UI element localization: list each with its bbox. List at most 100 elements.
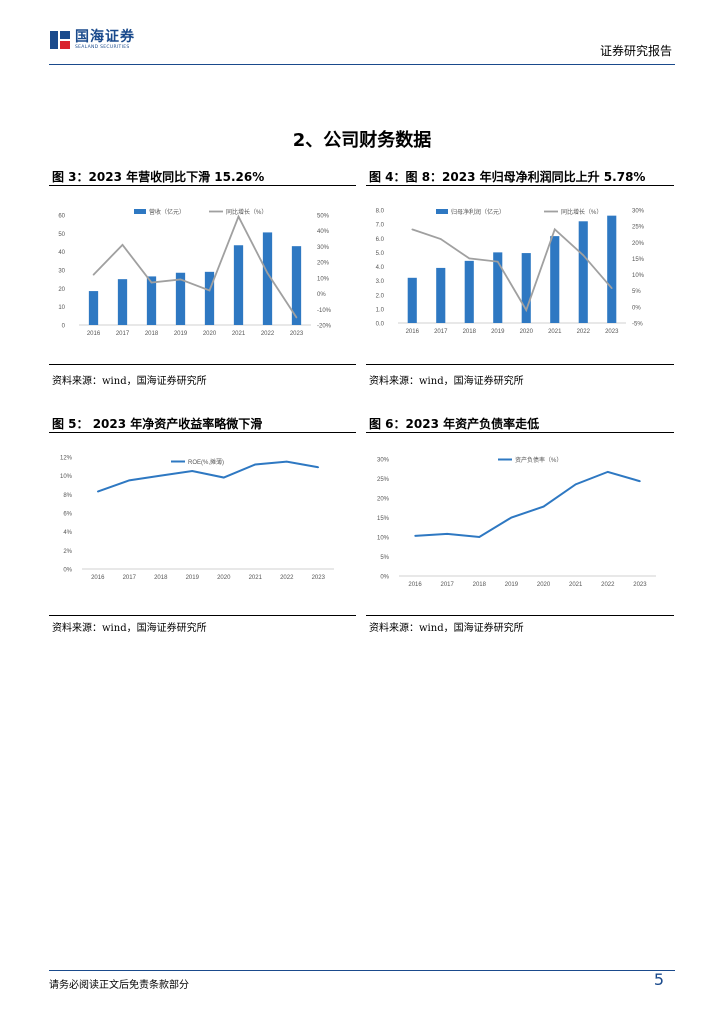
figure-5-caption: 图 5： 2023 年净资产收益率略微下滑 <box>52 417 263 431</box>
y-tick-label: 25% <box>377 477 390 483</box>
bar-2021 <box>550 236 560 323</box>
series-point-2022 <box>285 460 288 463</box>
bar-2020 <box>204 271 215 325</box>
y-tick-label: 0% <box>380 575 389 581</box>
bar-2020 <box>521 253 531 323</box>
x-tick-label: 2016 <box>406 329 420 335</box>
x-tick-label: 2019 <box>174 331 188 337</box>
y-right-tick-label: 30% <box>317 245 330 251</box>
series-point-2023 <box>317 466 320 469</box>
series-line <box>415 470 641 539</box>
header-divider <box>49 64 675 65</box>
y-right-tick-label: 5% <box>632 289 641 295</box>
bar-2023 <box>291 246 302 325</box>
logo-name-en: SEALAND SECURITIES <box>75 44 130 50</box>
y-right-tick-label: 0% <box>632 305 641 311</box>
roe-chart: 0% 2% 4% 6% 8% 10% 12% 2016 2017 2018 2019 2020 2021… <box>60 456 334 581</box>
section-title: 2、公司财务数据 <box>292 130 432 151</box>
y-tick-label: 0% <box>63 568 72 574</box>
logo-name-cn: 国海证券 <box>75 28 135 45</box>
x-tick-label: 2023 <box>312 575 326 581</box>
legend-bar-label: 营收（亿元） <box>149 208 185 216</box>
x-tick-label: 2018 <box>154 575 168 581</box>
series-point-2023 <box>639 480 641 483</box>
series-point-2017 <box>446 533 448 535</box>
y-right-tick-label: 10% <box>632 273 645 279</box>
y-right-tick-label: -5% <box>632 322 643 328</box>
x-tick-label: 2017 <box>441 582 455 588</box>
figure-5-frame: 0% 2% 4% 6% 8% 10% 12% 2016 2017 2018 2019 2020 2021… <box>49 432 356 616</box>
bar-2017 <box>436 267 446 323</box>
y-right-tick-label: 30% <box>632 209 645 215</box>
revenue-chart: 0 10 20 30 40 50 60 -20% -10% 0% 10% 20% 30% 40% 50% 20… <box>58 208 331 337</box>
x-tick-label: 2021 <box>569 582 583 588</box>
y-left-tick-label: 10 <box>58 305 65 311</box>
x-tick-label: 2022 <box>280 575 294 581</box>
bar-2021 <box>233 245 244 325</box>
x-tick-label: 2020 <box>203 331 217 337</box>
y-left-tick-label: 4.0 <box>376 265 385 271</box>
x-tick-label: 2023 <box>605 329 619 335</box>
growth-point-2016 <box>411 228 414 231</box>
company-logo: 国海证券 SEALAND SECURITIES <box>49 29 135 51</box>
x-tick-label: 2022 <box>577 329 591 335</box>
bar-2022 <box>262 232 273 325</box>
growth-point-2020 <box>525 309 528 311</box>
x-tick-label: 2020 <box>537 582 551 588</box>
y-right-tick-label: 20% <box>632 241 645 247</box>
x-tick-label: 2021 <box>249 575 263 581</box>
x-tick-label: 2019 <box>505 582 519 588</box>
growth-point-2017 <box>121 244 124 246</box>
bar-2017 <box>117 279 128 325</box>
series-point-2016 <box>414 535 416 537</box>
growth-point-2019 <box>179 278 182 281</box>
bar-2019 <box>493 252 503 323</box>
growth-point-2018 <box>150 281 153 284</box>
series-point-2016 <box>96 490 99 493</box>
legend-line-label: 同比增长（%） <box>226 208 267 216</box>
growth-point-2021 <box>553 228 556 231</box>
x-tick-label: 2022 <box>601 582 615 588</box>
series-point-2018 <box>159 474 162 477</box>
x-tick-label: 2023 <box>633 582 647 588</box>
figure-4-caption: 图 4：图 8：2023 年归母净利润同比上升 5.78% <box>369 170 646 184</box>
y-left-tick-label: 5.0 <box>376 251 385 257</box>
series-point-2019 <box>510 516 513 519</box>
y-right-tick-label: 50% <box>317 214 330 220</box>
y-left-tick-label: 0.0 <box>376 322 385 328</box>
series-point-2021 <box>574 483 577 486</box>
y-right-tick-label: 10% <box>317 276 330 282</box>
figure-3-caption: 图 3：2023 年营收同比下滑 15.26% <box>52 170 265 184</box>
figure-3-frame: 0 10 20 30 40 50 60 -20% -10% 0% 10% 20% 30% 40% 50% 20… <box>49 185 356 365</box>
series-point-2020 <box>542 505 545 508</box>
y-left-tick-label: 20 <box>58 287 65 293</box>
x-tick-label: 2023 <box>290 331 304 337</box>
y-tick-label: 15% <box>377 516 390 522</box>
series-point-2018 <box>478 536 481 538</box>
y-left-tick-label: 3.0 <box>376 279 385 285</box>
legend-bar-swatch <box>134 209 146 214</box>
y-right-tick-label: 25% <box>632 225 645 231</box>
growth-point-2021 <box>237 215 240 218</box>
x-tick-label: 2022 <box>261 331 275 337</box>
bar-2016 <box>88 291 99 325</box>
series-point-2020 <box>222 476 225 479</box>
growth-point-2017 <box>439 238 442 240</box>
figure-4-source: 资料来源：wind，国海证券研究所 <box>369 376 524 387</box>
x-tick-label: 2021 <box>232 331 246 337</box>
bar-2016 <box>407 277 417 323</box>
debt-ratio-chart: 0% 5% 10% 15% 20% 25% 30% 2016 2017 2018 2019 2020 2… <box>377 456 656 588</box>
growth-point-2023 <box>610 287 613 289</box>
growth-point-2019 <box>496 260 499 263</box>
x-tick-label: 2018 <box>463 329 477 335</box>
y-tick-label: 20% <box>377 497 390 503</box>
figure-5-source: 资料来源：wind，国海证券研究所 <box>52 623 207 634</box>
y-left-tick-label: 6.0 <box>376 237 385 243</box>
y-right-tick-label: 0% <box>317 292 326 298</box>
net-profit-chart: 0.0 1.0 2.0 3.0 4.0 5.0 6.0 7.0 8.0 -5% 0% 5% 10% 15%… <box>376 208 645 335</box>
y-left-tick-label: 30 <box>58 269 65 275</box>
x-tick-label: 2016 <box>408 582 422 588</box>
x-tick-label: 2020 <box>217 575 231 581</box>
y-right-tick-label: 20% <box>317 261 330 267</box>
y-left-tick-label: 8.0 <box>376 209 385 215</box>
